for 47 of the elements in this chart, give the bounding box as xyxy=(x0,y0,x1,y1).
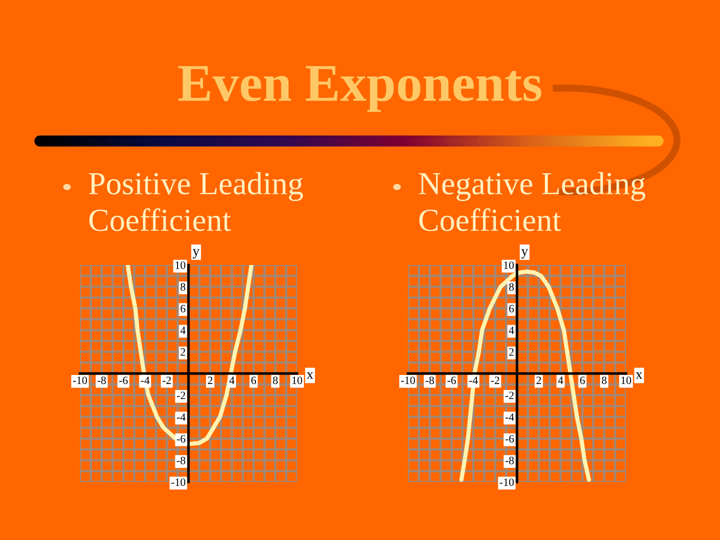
y-tick-label: -2 xyxy=(176,392,186,400)
y-tick-label: -6 xyxy=(176,435,186,443)
x-tick-label: -2 xyxy=(162,376,171,384)
x-tick-label: -4 xyxy=(140,376,150,384)
x-tick-label: -4 xyxy=(469,376,478,384)
y-tick-label: 2 xyxy=(509,348,514,356)
y-tick-label: 10 xyxy=(504,261,514,269)
x-tick-label: 4 xyxy=(229,376,235,384)
y-tick-label: -10 xyxy=(500,478,514,486)
y-tick-label: -2 xyxy=(505,392,514,400)
x-tick-label: -6 xyxy=(119,376,128,384)
y-tick-label: -8 xyxy=(505,456,514,464)
chart-title: Positive Leading Coefficient xyxy=(88,172,303,232)
x-tick-label: 2 xyxy=(536,376,541,384)
y-tick-label: 10 xyxy=(176,261,186,269)
y-tick-label: 8 xyxy=(509,283,514,291)
x-tick-label: 6 xyxy=(580,376,585,384)
y-axis-title: y xyxy=(521,249,528,258)
y-tick-label: -10 xyxy=(171,478,186,486)
y-tick-label: -8 xyxy=(176,456,186,464)
y-tick-label: -4 xyxy=(176,413,186,421)
y-tick-label: 6 xyxy=(180,304,186,312)
x-tick-label: 8 xyxy=(272,376,278,384)
y-tick-label: 4 xyxy=(508,326,514,334)
x-axis-title: x xyxy=(636,372,642,379)
x-tick-label: -8 xyxy=(426,376,434,384)
x-tick-label: 10 xyxy=(292,376,302,384)
y-tick-label: 8 xyxy=(180,283,186,291)
x-tick-label: -2 xyxy=(490,376,500,384)
x-tick-label: -10 xyxy=(401,376,415,384)
x-tick-label: 6 xyxy=(251,376,256,384)
x-tick-label: 2 xyxy=(208,376,212,384)
x-tick-label: -6 xyxy=(447,376,456,384)
x-tick-label: 4 xyxy=(558,376,564,384)
y-tick-label: -6 xyxy=(505,435,514,443)
y-axis-title: y xyxy=(192,249,200,258)
y-tick-label: 6 xyxy=(509,304,514,312)
x-tick-label: -8 xyxy=(97,376,106,384)
y-tick-label: 2 xyxy=(180,348,186,356)
x-tick-label: 8 xyxy=(602,376,607,384)
x-tick-label: -10 xyxy=(73,376,87,384)
x-axis-title: x xyxy=(306,372,314,379)
chart-title: Negative Leading Coefficient xyxy=(418,172,646,232)
text: Even Exponents xyxy=(178,66,542,112)
x-tick-label: 10 xyxy=(621,376,632,384)
y-tick-label: 4 xyxy=(180,326,186,334)
y-tick-label: -4 xyxy=(505,413,514,421)
